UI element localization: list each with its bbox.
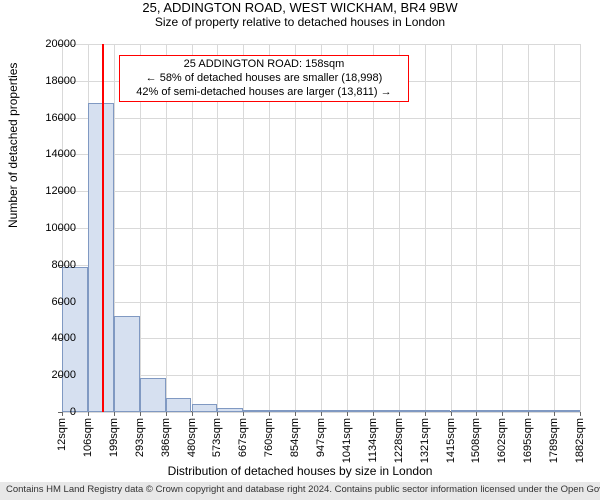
x-tick-label: 854sqm: [289, 418, 301, 457]
grid-line-v: [528, 44, 529, 412]
histogram-bar: [476, 410, 502, 412]
histogram-bar: [425, 410, 451, 412]
tick-mark-x: [166, 412, 167, 416]
x-tick-label: 199sqm: [108, 418, 120, 457]
grid-line-v: [580, 44, 581, 412]
x-tick-label: 760sqm: [263, 418, 275, 457]
grid-line-v: [502, 44, 503, 412]
tick-mark-x: [528, 412, 529, 416]
histogram-bar: [451, 410, 477, 412]
x-tick-label: 1321sqm: [419, 418, 431, 463]
x-tick-label: 1695sqm: [522, 418, 534, 463]
histogram-bar: [554, 410, 580, 412]
y-tick-label: 4000: [26, 332, 76, 344]
tick-mark-x: [269, 412, 270, 416]
tick-mark-x: [140, 412, 141, 416]
histogram-bar: [217, 408, 243, 412]
tick-mark-x: [502, 412, 503, 416]
histogram-bar: [399, 410, 425, 412]
chart-title: 25, ADDINGTON ROAD, WEST WICKHAM, BR4 9B…: [0, 0, 600, 15]
annotation-line: 25 ADDINGTON ROAD: 158sqm: [126, 58, 402, 72]
grid-line-v: [554, 44, 555, 412]
y-tick-label: 8000: [26, 259, 76, 271]
marker-line: [102, 44, 104, 412]
x-tick-label: 1882sqm: [574, 418, 586, 463]
y-axis-label: Number of detached properties: [6, 63, 20, 228]
grid-line-v: [476, 44, 477, 412]
chart-subtitle: Size of property relative to detached ho…: [0, 15, 600, 29]
tick-mark-x: [476, 412, 477, 416]
plot-area: 25 ADDINGTON ROAD: 158sqm← 58% of detach…: [62, 44, 580, 412]
histogram-bar: [243, 410, 269, 412]
x-tick-label: 1228sqm: [393, 418, 405, 463]
y-tick-label: 14000: [26, 148, 76, 160]
x-tick-label: 1789sqm: [548, 418, 560, 463]
histogram-bar: [528, 410, 554, 412]
x-tick-label: 386sqm: [160, 418, 172, 457]
x-tick-label: 480sqm: [186, 418, 198, 457]
tick-mark-x: [217, 412, 218, 416]
annotation-box: 25 ADDINGTON ROAD: 158sqm← 58% of detach…: [119, 55, 409, 102]
tick-mark-x: [295, 412, 296, 416]
tick-mark-x: [580, 412, 581, 416]
x-axis-label: Distribution of detached houses by size …: [0, 464, 600, 478]
y-tick-label: 20000: [26, 38, 76, 50]
histogram-bar: [502, 410, 528, 412]
y-tick-label: 12000: [26, 185, 76, 197]
tick-mark-x: [554, 412, 555, 416]
y-tick-label: 18000: [26, 75, 76, 87]
tick-mark-x: [243, 412, 244, 416]
x-tick-label: 1602sqm: [496, 418, 508, 463]
histogram-bar: [295, 410, 321, 412]
x-tick-label: 573sqm: [211, 418, 223, 457]
histogram-bar: [88, 103, 114, 412]
histogram-bar: [166, 398, 192, 412]
histogram-bar: [114, 316, 140, 412]
grid-line-v: [425, 44, 426, 412]
histogram-bar: [269, 410, 295, 412]
tick-mark-x: [399, 412, 400, 416]
x-tick-label: 1415sqm: [445, 418, 457, 463]
y-tick-label: 0: [26, 406, 76, 418]
tick-mark-x: [425, 412, 426, 416]
x-tick-label: 1041sqm: [341, 418, 353, 463]
tick-mark-x: [373, 412, 374, 416]
tick-mark-x: [347, 412, 348, 416]
x-tick-label: 12sqm: [56, 418, 68, 451]
y-tick-label: 6000: [26, 296, 76, 308]
histogram-bar: [347, 410, 373, 412]
grid-line-v: [451, 44, 452, 412]
tick-mark-x: [88, 412, 89, 416]
annotation-line: ← 58% of detached houses are smaller (18…: [126, 72, 402, 86]
footer-attribution: Contains HM Land Registry data © Crown c…: [0, 482, 600, 500]
x-tick-label: 1508sqm: [470, 418, 482, 463]
tick-mark-x: [114, 412, 115, 416]
histogram-bar: [321, 410, 347, 412]
x-tick-label: 1134sqm: [367, 418, 379, 462]
tick-mark-x: [451, 412, 452, 416]
histogram-bar: [373, 410, 399, 412]
histogram-bar: [192, 404, 218, 412]
x-tick-label: 293sqm: [134, 418, 146, 457]
x-tick-label: 667sqm: [237, 418, 249, 457]
y-tick-label: 10000: [26, 222, 76, 234]
x-tick-label: 947sqm: [315, 418, 327, 457]
y-tick-label: 2000: [26, 369, 76, 381]
histogram-bar: [140, 378, 166, 412]
annotation-line: 42% of semi-detached houses are larger (…: [126, 86, 402, 100]
y-tick-label: 16000: [26, 112, 76, 124]
tick-mark-x: [192, 412, 193, 416]
tick-mark-x: [321, 412, 322, 416]
x-tick-label: 106sqm: [82, 418, 94, 457]
